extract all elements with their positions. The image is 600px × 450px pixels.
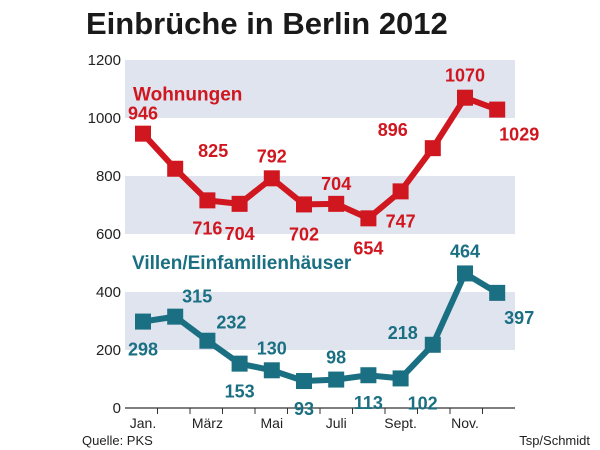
data-point-marker (199, 192, 216, 209)
data-label: 397 (504, 308, 534, 328)
data-label: 792 (257, 146, 287, 166)
data-point-marker (135, 313, 151, 330)
x-tick-label: Nov. (451, 415, 479, 431)
data-label: 704 (321, 174, 351, 194)
data-label: 747 (386, 211, 416, 231)
data-point-marker (167, 160, 184, 177)
x-tick-label: Jan. (130, 415, 156, 431)
data-point-marker (199, 332, 216, 349)
data-point-marker (489, 101, 506, 118)
x-tick-label: März (192, 415, 223, 431)
data-point-marker (296, 196, 312, 213)
data-label: 102 (408, 393, 438, 413)
data-point-marker (263, 170, 280, 187)
y-tick-label: 1000 (88, 110, 121, 127)
data-label: 946 (128, 104, 158, 124)
data-label: 825 (198, 141, 228, 161)
data-point-marker (457, 89, 473, 106)
data-label: 716 (192, 218, 222, 238)
data-label: 702 (289, 224, 319, 244)
chart-title: Einbrüche in Berlin 2012 (86, 6, 448, 41)
data-point-marker (231, 195, 248, 212)
data-label: 1070 (445, 66, 485, 86)
grid-band (125, 118, 515, 176)
data-point-marker (392, 183, 409, 200)
series-layer (135, 89, 506, 390)
data-label: 1029 (499, 125, 539, 145)
data-label: 130 (257, 338, 287, 358)
y-tick-label: 400 (96, 284, 121, 301)
data-point-marker (263, 362, 280, 379)
y-tick-label: 0 (113, 400, 121, 417)
data-point-marker (328, 371, 345, 388)
data-point-marker (167, 308, 184, 325)
data-label: 113 (354, 393, 383, 413)
data-point-marker (231, 355, 248, 372)
data-point-marker (135, 125, 151, 142)
source-note: Quelle: PKS (82, 433, 153, 448)
data-point-marker (489, 284, 506, 301)
data-label: 704 (225, 224, 255, 244)
series-1-label: Wohnungen (133, 85, 242, 106)
series-2-label: Villen/Einfamilienhäuser (132, 253, 352, 274)
data-label: 896 (378, 120, 408, 140)
x-tick-label: Sept. (384, 415, 417, 431)
y-tick-label: 800 (96, 168, 121, 185)
data-label: 232 (216, 313, 246, 333)
data-point-marker (424, 336, 441, 353)
grid-band (125, 60, 515, 118)
data-label: 298 (128, 340, 158, 360)
data-point-marker (328, 195, 345, 212)
data-label: 218 (388, 323, 418, 343)
x-axis: Jan. März Mai Juli Sept. Nov. (125, 407, 515, 431)
data-point-marker (457, 265, 473, 282)
data-point-marker (392, 370, 409, 387)
y-axis: 0 200 400 600 800 1000 1200 (88, 52, 121, 417)
y-tick-label: 1200 (88, 52, 121, 69)
data-label: 93 (294, 399, 314, 419)
x-tick-label: Mai (261, 415, 284, 431)
data-label: 98 (326, 348, 346, 368)
data-point-marker (424, 140, 441, 157)
credit-note: Tsp/Schmidt (519, 433, 590, 448)
data-point-marker (360, 367, 377, 384)
y-tick-label: 200 (96, 342, 121, 359)
data-label: 464 (450, 241, 480, 261)
data-point-marker (360, 210, 377, 227)
data-point-marker (296, 373, 312, 390)
data-label: 153 (225, 382, 255, 402)
x-tick-label: Juli (326, 415, 347, 431)
y-tick-label: 600 (96, 226, 121, 243)
data-label: 654 (353, 238, 383, 258)
grid-band (125, 234, 515, 292)
data-label: 315 (182, 287, 212, 307)
